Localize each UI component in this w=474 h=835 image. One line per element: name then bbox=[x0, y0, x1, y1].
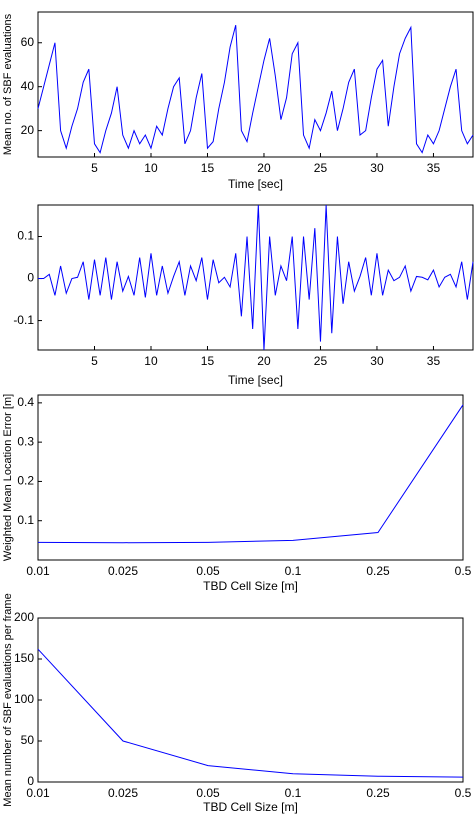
y-axis-label: Mean no. of SBF evaluations bbox=[2, 13, 14, 155]
x-axis-label: Time [sec] bbox=[228, 373, 283, 387]
x-tick-label: 5 bbox=[91, 354, 98, 368]
x-tick-label: 0.25 bbox=[366, 786, 390, 800]
x-tick-label: 20 bbox=[257, 354, 271, 368]
y-tick-label: 0.1 bbox=[17, 229, 34, 243]
x-tick-label: 0.01 bbox=[26, 564, 50, 578]
plot-frame bbox=[37, 204, 474, 351]
x-axis-label: TBD Cell Size [m] bbox=[203, 579, 298, 593]
x-tick-label: 15 bbox=[201, 354, 215, 368]
x-tick-label: 35 bbox=[427, 354, 441, 368]
x-tick-label: 0.05 bbox=[196, 564, 220, 578]
plot-frame bbox=[37, 11, 474, 158]
y-tick-label: 0.2 bbox=[17, 474, 34, 488]
x-tick-label: 30 bbox=[370, 354, 384, 368]
x-tick-label: 20 bbox=[257, 161, 271, 175]
y-tick-label: 150 bbox=[14, 651, 34, 665]
x-tick-label: 0.25 bbox=[366, 564, 390, 578]
y-tick-label: 0 bbox=[27, 774, 34, 788]
x-tick-label: 25 bbox=[314, 354, 328, 368]
plot-frame bbox=[37, 394, 464, 561]
x-tick-label: 5 bbox=[91, 161, 98, 175]
x-axis-label: TBD Cell Size [m] bbox=[203, 800, 298, 814]
x-tick-label: 0.025 bbox=[108, 564, 138, 578]
x-tick-label: 30 bbox=[370, 161, 384, 175]
x-tick-label: 0.05 bbox=[196, 786, 220, 800]
x-tick-label: 35 bbox=[427, 161, 441, 175]
data-line bbox=[38, 204, 474, 351]
data-line bbox=[37, 648, 464, 778]
data-line bbox=[37, 25, 474, 154]
y-tick-label: 100 bbox=[14, 692, 34, 706]
x-axis-label: Time [sec] bbox=[228, 177, 283, 191]
x-tick-label: 0.1 bbox=[285, 786, 302, 800]
y-axis-label: Mean number of SBF evaluations per frame bbox=[2, 593, 14, 806]
x-tick-label: 0.5 bbox=[455, 786, 472, 800]
y-tick-label: 20 bbox=[21, 123, 35, 137]
x-tick-label: 15 bbox=[201, 161, 215, 175]
y-tick-label: 0.3 bbox=[17, 434, 34, 448]
y-tick-label: 0.1 bbox=[17, 513, 34, 527]
x-tick-label: 0.1 bbox=[285, 564, 302, 578]
y-axis-label: Weighted Mean Location Error [m] bbox=[2, 394, 14, 561]
y-tick-label: 50 bbox=[21, 733, 35, 747]
y-tick-label: 0 bbox=[27, 271, 34, 285]
x-tick-label: 10 bbox=[144, 161, 158, 175]
x-tick-label: 10 bbox=[144, 354, 158, 368]
x-tick-label: 25 bbox=[314, 161, 328, 175]
y-tick-label: 60 bbox=[21, 35, 35, 49]
data-line bbox=[37, 404, 464, 544]
y-tick-label: 40 bbox=[21, 79, 35, 93]
y-tick-label: -0.1 bbox=[13, 313, 34, 327]
x-tick-label: 0.025 bbox=[108, 786, 138, 800]
y-tick-label: 0.4 bbox=[17, 395, 34, 409]
plot-frame bbox=[37, 617, 464, 783]
x-tick-label: 0.01 bbox=[26, 786, 50, 800]
x-tick-label: 0.5 bbox=[455, 564, 472, 578]
y-tick-label: 200 bbox=[14, 610, 34, 624]
